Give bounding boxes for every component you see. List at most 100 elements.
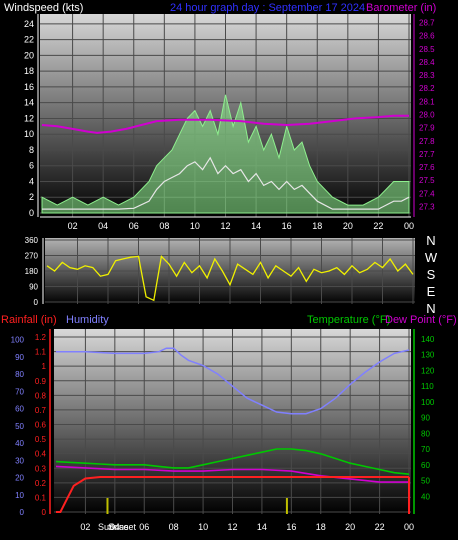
y-tick-label-rainfall: 0.6 [35, 421, 47, 430]
y-tick-label-barometer: 28.3 [419, 71, 435, 80]
y-tick-label-humidity: 40 [15, 439, 24, 448]
y-tick-label-rainfall: 0 [42, 508, 47, 517]
y-tick-label-temperature: 110 [421, 382, 434, 391]
y-tick-label-wind: 0 [29, 208, 34, 218]
compass-label-n-bottom: N [426, 301, 435, 316]
y-tick-label-humidity: 10 [15, 491, 24, 500]
y-tick-label-temperature: 40 [421, 492, 430, 501]
y-tick-label-wind: 18 [24, 66, 34, 76]
y-tick-label-barometer: 28.1 [419, 97, 435, 106]
barometer-axis-title: Barometer (in) [366, 2, 436, 14]
temperature-line [55, 448, 410, 475]
x-tick-label: 12 [227, 522, 237, 532]
y-tick-label-wind: 22 [24, 35, 34, 45]
x-tick-label: 22 [373, 221, 383, 231]
y-tick-label-humidity: 0 [20, 508, 25, 517]
y-tick-label-rainfall: 0.8 [35, 391, 47, 400]
y-tick-label-humidity: 70 [15, 387, 24, 396]
rainfall-axis-title: Rainfall (in) [1, 314, 57, 326]
y-tick-label-wind: 20 [24, 50, 34, 60]
humidity-axis-title: Humidity [66, 314, 109, 326]
wind-average-line [42, 156, 410, 210]
y-tick-label-barometer: 27.8 [419, 137, 435, 146]
humidity-line [56, 347, 410, 415]
sunrise-label: Sunrise [98, 522, 129, 532]
y-tick-label-temperature: 60 [421, 461, 430, 470]
x-tick-label: 12 [220, 221, 230, 231]
x-tick-label: 00 [404, 221, 414, 231]
temperature-axis-title: Temperature (°F) [307, 314, 390, 326]
x-tick-label: 20 [343, 221, 353, 231]
x-tick-label: 18 [312, 221, 322, 231]
y-tick-label-rainfall: 0.7 [35, 406, 47, 415]
compass-label-n-top: N [426, 233, 435, 248]
x-tick-label: 08 [169, 522, 179, 532]
y-tick-label-barometer: 27.4 [419, 189, 435, 198]
x-tick-label: 06 [129, 221, 139, 231]
y-tick-label-humidity: 30 [15, 456, 24, 465]
y-tick-label-humidity: 60 [15, 405, 24, 414]
x-tick-label: 22 [375, 522, 385, 532]
wind-axis-title: Windspeed (kts) [4, 2, 83, 14]
y-tick-label-wind: 14 [24, 98, 34, 108]
y-tick-label-wind: 4 [29, 176, 34, 186]
x-tick-label: 00 [404, 522, 414, 532]
x-tick-label: 16 [282, 221, 292, 231]
x-tick-label: 08 [159, 221, 169, 231]
chart-title: 24 hour graph day : September 17 2024 [170, 2, 365, 14]
y-tick-label-humidity: 50 [15, 422, 24, 431]
y-tick-label-direction: 90 [29, 283, 38, 292]
y-tick-label-barometer: 27.5 [419, 176, 435, 185]
x-tick-label: 14 [251, 221, 261, 231]
compass-label-s: S [427, 267, 436, 282]
x-tick-label: 02 [68, 221, 78, 231]
y-tick-label-humidity: 20 [15, 474, 24, 483]
tick-labels: 02 04 06 08 10 12 14 16 18 20 22 000246810121416182… [11, 19, 435, 532]
compass-label-e: E [427, 284, 436, 299]
x-tick-label: 02 [80, 522, 90, 532]
y-tick-label-direction: 180 [25, 267, 39, 276]
x-tick-label: 20 [345, 522, 355, 532]
x-tick-label: 14 [257, 522, 267, 532]
x-tick-label: 18 [316, 522, 326, 532]
compass-label-w: W [425, 250, 438, 265]
y-tick-label-temperature: 50 [421, 477, 430, 486]
y-tick-label-rainfall: 1.1 [35, 348, 47, 357]
data-series [41, 94, 414, 514]
dew-point-line [55, 465, 409, 483]
y-tick-label-wind: 2 [29, 192, 34, 202]
y-tick-label-rainfall: 0.5 [35, 435, 47, 444]
y-tick-label-direction: 0 [34, 298, 39, 307]
x-tick-label: 16 [286, 522, 296, 532]
y-tick-label-rainfall: 1.2 [35, 333, 47, 342]
y-tick-label-direction: 360 [25, 236, 39, 245]
y-tick-label-wind: 24 [24, 19, 34, 29]
y-tick-label-rainfall: 0.3 [35, 464, 47, 473]
y-tick-label-barometer: 28.2 [419, 84, 435, 93]
y-tick-label-barometer: 27.6 [419, 163, 435, 172]
y-tick-label-rainfall: 1 [42, 362, 47, 371]
y-tick-label-temperature: 130 [421, 351, 435, 360]
y-tick-label-temperature: 70 [421, 445, 430, 454]
y-tick-label-barometer: 27.7 [419, 150, 435, 159]
y-tick-label-rainfall: 0.2 [35, 479, 47, 488]
y-tick-label-temperature: 100 [421, 398, 435, 407]
y-tick-label-wind: 8 [29, 145, 34, 155]
y-tick-label-humidity: 80 [15, 370, 24, 379]
x-tick-label: 10 [190, 221, 200, 231]
y-tick-label-barometer: 28.5 [419, 45, 435, 54]
y-tick-label-barometer: 28.7 [419, 19, 435, 28]
y-tick-label-barometer: 28.0 [419, 111, 435, 120]
dew-point-axis-title: Dew Point (°F) [385, 314, 457, 326]
y-tick-label-barometer: 28.6 [419, 32, 435, 41]
y-tick-label-temperature: 120 [421, 366, 435, 375]
wind-gust-area [41, 94, 410, 214]
x-tick-label: 04 [110, 522, 120, 532]
y-tick-label-humidity: 100 [11, 336, 25, 345]
barometer-line [41, 114, 409, 134]
x-tick-label: 06 [139, 522, 149, 532]
y-tick-label-rainfall: 0.1 [35, 493, 47, 502]
y-tick-label-humidity: 90 [15, 353, 24, 362]
y-tick-label-barometer: 27.3 [419, 202, 435, 211]
